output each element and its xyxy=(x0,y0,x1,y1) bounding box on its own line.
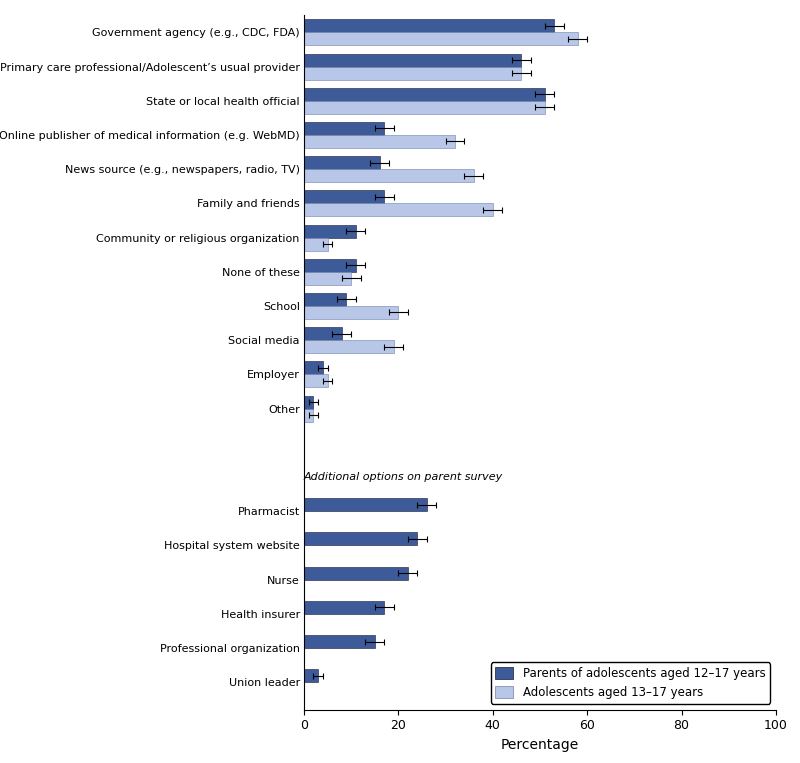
Bar xyxy=(304,88,545,101)
Bar xyxy=(304,224,356,237)
Bar xyxy=(304,66,521,79)
Bar xyxy=(304,498,426,511)
Bar xyxy=(304,567,408,580)
Legend: Parents of adolescents aged 12–17 years, Adolescents aged 13–17 years: Parents of adolescents aged 12–17 years,… xyxy=(490,662,770,703)
Bar xyxy=(304,53,521,66)
Bar xyxy=(304,204,493,217)
Bar xyxy=(304,395,314,409)
Bar xyxy=(304,306,398,319)
X-axis label: Percentage: Percentage xyxy=(501,738,579,752)
Bar xyxy=(304,409,314,422)
Bar xyxy=(304,32,578,45)
Bar xyxy=(304,19,554,32)
Bar xyxy=(304,669,318,682)
Bar xyxy=(304,375,328,388)
Bar xyxy=(304,169,474,182)
Bar xyxy=(304,327,342,340)
Bar xyxy=(304,340,394,353)
Bar xyxy=(304,293,346,306)
Bar xyxy=(304,600,384,613)
Bar xyxy=(304,259,356,272)
Bar xyxy=(304,533,418,546)
Bar xyxy=(304,156,379,169)
Bar xyxy=(304,135,455,148)
Bar xyxy=(304,272,351,285)
Bar xyxy=(304,635,374,648)
Bar xyxy=(304,237,328,250)
Bar xyxy=(304,191,384,204)
Text: Additional options on parent survey: Additional options on parent survey xyxy=(304,472,503,482)
Bar xyxy=(304,122,384,135)
Bar xyxy=(304,101,545,114)
Bar xyxy=(304,362,323,375)
